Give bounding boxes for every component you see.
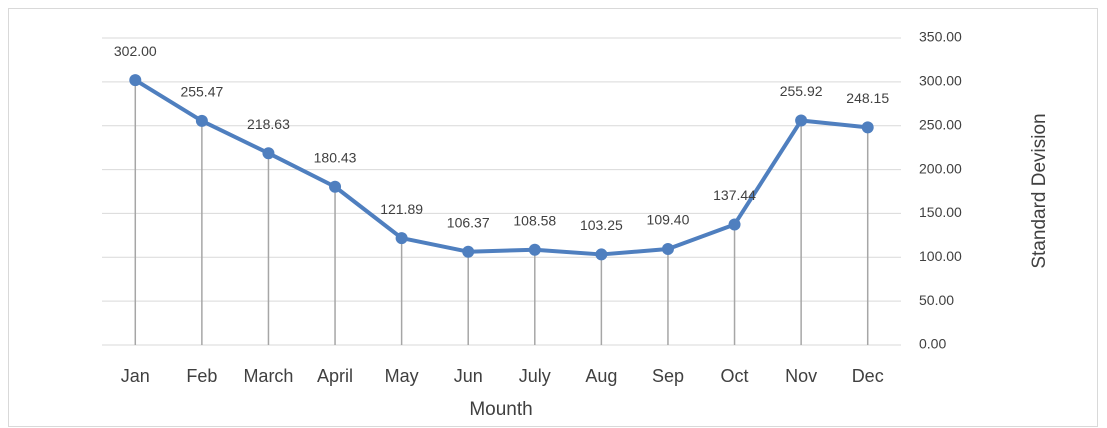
x-tick-label: Oct — [721, 366, 749, 386]
data-label: 180.43 — [314, 149, 357, 165]
data-point — [661, 243, 674, 256]
data-point — [195, 114, 208, 127]
x-tick-label: Nov — [785, 366, 817, 386]
data-label: 121.89 — [380, 201, 423, 217]
x-tick-label: May — [385, 366, 419, 386]
x-axis-title: Mounth — [469, 399, 532, 420]
y-axis-title: Standard Devision — [1029, 113, 1050, 268]
x-tick-label: Dec — [852, 366, 884, 386]
x-tick-label: March — [243, 366, 293, 386]
data-label: 109.40 — [647, 212, 690, 228]
data-label: 302.00 — [114, 43, 157, 59]
data-point — [795, 114, 808, 127]
data-label: 103.25 — [580, 217, 623, 233]
data-point — [528, 243, 541, 256]
x-tick-label: Sep — [652, 366, 684, 386]
data-label: 218.63 — [247, 116, 290, 132]
x-tick-label: Jun — [454, 366, 483, 386]
data-label: 255.92 — [780, 83, 823, 99]
y-tick-label: 200.00 — [919, 160, 962, 176]
y-tick-label: 250.00 — [919, 116, 962, 132]
chart-border — [8, 8, 1098, 427]
y-tick-label: 300.00 — [919, 73, 962, 89]
x-tick-label: Feb — [186, 366, 217, 386]
data-point — [595, 248, 608, 261]
y-tick-label: 100.00 — [919, 248, 962, 264]
y-tick-label: 350.00 — [919, 29, 962, 45]
x-tick-label: July — [519, 366, 551, 386]
data-point — [462, 245, 475, 258]
x-tick-label: Aug — [585, 366, 617, 386]
y-tick-label: 150.00 — [919, 204, 962, 220]
data-point — [129, 74, 142, 87]
data-point — [861, 121, 874, 134]
x-tick-label: Jan — [121, 366, 150, 386]
data-point — [728, 218, 741, 231]
series-line — [134, 78, 868, 257]
data-point — [395, 232, 408, 245]
data-label: 137.44 — [713, 187, 756, 203]
x-tick-label: April — [317, 366, 353, 386]
data-point — [329, 180, 342, 193]
data-label: 108.58 — [513, 212, 556, 228]
data-label: 106.37 — [447, 214, 490, 230]
data-label: 248.15 — [846, 90, 889, 106]
data-label: 255.47 — [180, 84, 223, 100]
y-tick-label: 50.00 — [919, 292, 954, 308]
y-tick-label: 0.00 — [919, 336, 946, 352]
data-point — [262, 147, 275, 160]
